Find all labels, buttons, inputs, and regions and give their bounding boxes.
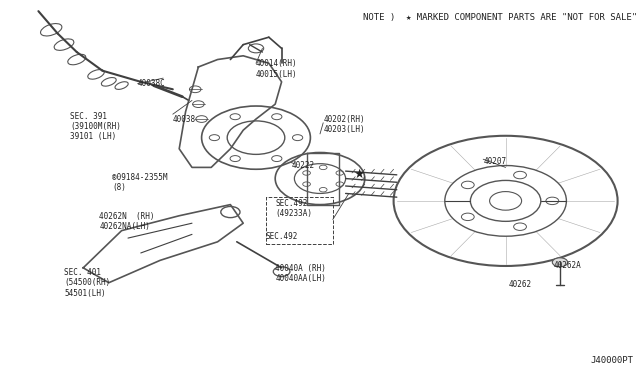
Text: 40207: 40207 <box>483 157 506 166</box>
Circle shape <box>514 171 527 179</box>
Text: 40262: 40262 <box>509 280 532 289</box>
Circle shape <box>303 182 310 186</box>
Circle shape <box>552 258 568 267</box>
Circle shape <box>196 116 207 122</box>
Text: 40038C: 40038C <box>138 79 165 88</box>
Text: 40038: 40038 <box>173 115 196 124</box>
Circle shape <box>336 171 344 175</box>
Circle shape <box>319 165 327 170</box>
Circle shape <box>336 182 344 186</box>
Circle shape <box>461 213 474 221</box>
Text: J40000PT: J40000PT <box>591 356 634 365</box>
Text: 40014(RH)
40015(LH): 40014(RH) 40015(LH) <box>256 59 298 78</box>
Text: SEC. 391
(39100M(RH)
39101 (LH): SEC. 391 (39100M(RH) 39101 (LH) <box>70 112 121 141</box>
Text: ★: ★ <box>353 169 364 181</box>
Circle shape <box>189 86 201 93</box>
Text: NOTE )  ★ MARKED COMPONENT PARTS ARE "NOT FOR SALE": NOTE ) ★ MARKED COMPONENT PARTS ARE "NOT… <box>363 13 637 22</box>
Text: 40262A: 40262A <box>554 262 581 270</box>
Circle shape <box>514 223 527 230</box>
Circle shape <box>303 171 310 175</box>
Circle shape <box>193 101 204 108</box>
Text: 40222: 40222 <box>291 161 314 170</box>
Circle shape <box>461 181 474 189</box>
Text: 40040A (RH)
40040AA(LH): 40040A (RH) 40040AA(LH) <box>275 264 326 283</box>
Text: ®09184-2355M
(8): ®09184-2355M (8) <box>112 173 168 192</box>
Text: 40262N  (RH)
40262NA(LH): 40262N (RH) 40262NA(LH) <box>99 212 155 231</box>
Text: SEC.492
(49233A): SEC.492 (49233A) <box>275 199 312 218</box>
Circle shape <box>546 197 559 205</box>
Text: 40202(RH)
40203(LH): 40202(RH) 40203(LH) <box>323 115 365 134</box>
Circle shape <box>319 187 327 192</box>
Text: SEC. 401
(54500(RH)
54501(LH): SEC. 401 (54500(RH) 54501(LH) <box>64 268 110 298</box>
Text: SEC.492: SEC.492 <box>266 232 298 241</box>
